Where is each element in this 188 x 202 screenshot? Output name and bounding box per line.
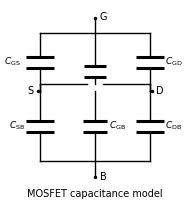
Text: MOSFET capacitance model: MOSFET capacitance model bbox=[27, 189, 163, 199]
Text: $C_{\mathregular{GB}}$: $C_{\mathregular{GB}}$ bbox=[109, 120, 126, 132]
Text: S: S bbox=[28, 86, 34, 96]
Text: $C_{\mathregular{SB}}$: $C_{\mathregular{SB}}$ bbox=[8, 120, 25, 132]
Text: $C_{\mathregular{DB}}$: $C_{\mathregular{DB}}$ bbox=[165, 120, 182, 132]
Text: $C_{\mathregular{GS}}$: $C_{\mathregular{GS}}$ bbox=[4, 56, 21, 68]
Text: B: B bbox=[100, 172, 106, 182]
Text: $C_{\mathregular{GD}}$: $C_{\mathregular{GD}}$ bbox=[165, 56, 183, 68]
Text: D: D bbox=[156, 86, 164, 96]
Text: G: G bbox=[100, 12, 107, 22]
